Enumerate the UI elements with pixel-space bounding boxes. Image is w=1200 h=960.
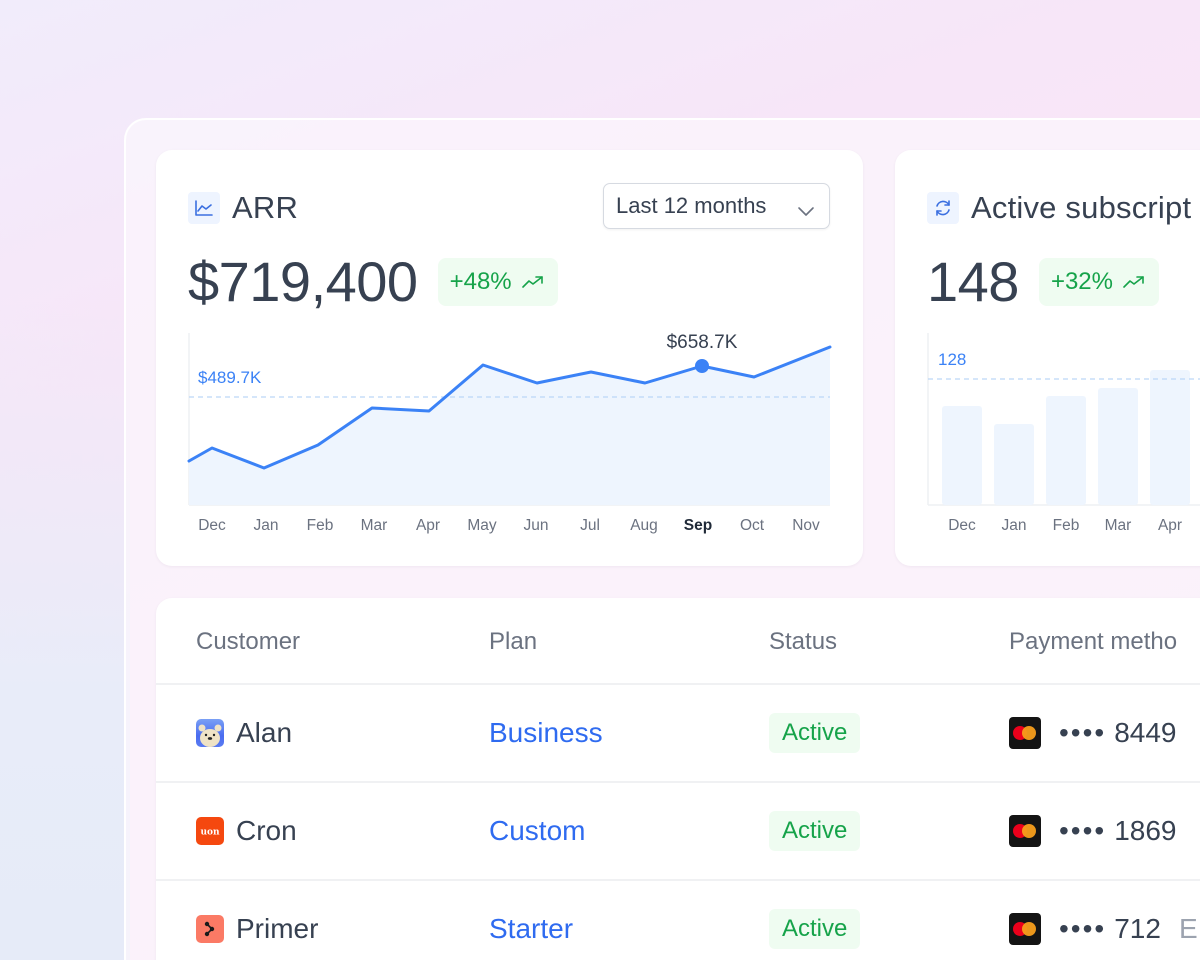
plan-link[interactable]: Business (489, 717, 603, 748)
customer-cell: Primer (196, 881, 318, 960)
trending-up-icon (521, 268, 544, 296)
mastercard-icon (1009, 913, 1041, 945)
payment-cell: •••• 8449 (1009, 685, 1177, 781)
x-label: Dec (198, 517, 226, 534)
bar (942, 406, 982, 505)
payment-cell: •••• 1869 (1009, 783, 1177, 879)
x-label: Jan (253, 517, 279, 534)
highlight-tooltip: $658.7K (666, 332, 738, 353)
x-label: Jan (1001, 517, 1027, 534)
payment-cell: •••• 712 E (1009, 881, 1198, 960)
x-label: Jun (523, 517, 549, 534)
column-header-customer[interactable]: Customer (196, 628, 301, 655)
x-label: Oct (739, 517, 765, 534)
arr-area-fill (189, 347, 830, 505)
plan-cell: Starter (489, 881, 573, 960)
table-header-row: Customer Plan Status Payment metho (156, 598, 1200, 685)
x-label: Aug (630, 517, 658, 534)
x-label: Feb (306, 517, 334, 534)
subscriptions-delta-badge: +32% (1038, 258, 1159, 306)
masked-card-dots: •••• (1059, 913, 1107, 944)
alan-bear-logo (196, 719, 224, 747)
subscriptions-value: 148 (927, 250, 1019, 313)
period-select-value: Last 12 months (616, 193, 767, 218)
table-row[interactable]: Primer Starter Active •••• 712 E (156, 881, 1200, 960)
bar (1098, 388, 1138, 505)
primer-logo (196, 915, 224, 943)
arr-title: ARR (232, 190, 299, 225)
x-label: Apr (1157, 517, 1183, 534)
subscriptions-bar-chart (927, 333, 1200, 506)
arr-delta-badge: +48% (437, 258, 558, 306)
bar (1150, 370, 1190, 505)
subscriptions-delta-label: +32% (1050, 268, 1113, 295)
status-badge: Active (769, 909, 861, 949)
trending-up-icon (1123, 268, 1145, 296)
subscriptions-x-axis: Dec Jan Feb Mar Apr (895, 517, 1200, 537)
subscriptions-card-header: Active subscript (927, 190, 1191, 226)
subscriptions-metric: 148 +32% (927, 250, 1159, 314)
x-label: Dec (948, 517, 976, 534)
column-header-payment-method[interactable]: Payment metho (1009, 628, 1178, 655)
reference-label: 128 (938, 350, 967, 369)
card-last4: 8449 (1114, 717, 1177, 748)
x-label: May (467, 517, 497, 534)
refresh-icon (927, 192, 959, 224)
line-chart-icon (188, 192, 220, 224)
x-label: Feb (1052, 517, 1080, 534)
x-label: Mar (1104, 517, 1132, 534)
plan-link[interactable]: Starter (489, 913, 574, 944)
x-label: Nov (792, 517, 820, 534)
x-label-active: Sep (683, 517, 713, 534)
x-label: Apr (415, 517, 441, 534)
status-cell: Active (769, 881, 861, 960)
customer-name: Cron (236, 815, 297, 846)
reference-label: $489.7K (198, 368, 262, 387)
subscriptions-title: Active subscript (971, 190, 1192, 225)
column-header-status[interactable]: Status (769, 628, 838, 655)
svg-text:uon: uon (200, 828, 220, 837)
customer-cell: Alan (196, 685, 292, 781)
arr-delta-label: +48% (449, 268, 512, 295)
status-cell: Active (769, 685, 861, 781)
chevron-down-icon (797, 198, 815, 224)
mastercard-icon (1009, 815, 1041, 847)
bar (994, 424, 1034, 505)
table-row[interactable]: Alan Business Active •••• 8449 (156, 685, 1200, 783)
card-last4: 712 (1114, 913, 1161, 944)
masked-card-dots: •••• (1059, 717, 1107, 748)
period-select[interactable]: Last 12 months (603, 183, 830, 229)
background-gradient (0, 300, 130, 960)
card-last4: 1869 (1114, 815, 1177, 846)
status-badge: Active (769, 713, 861, 753)
arr-card: ARR Last 12 months $719,400 +48% $489.7K… (156, 150, 863, 566)
masked-card-dots: •••• (1059, 815, 1107, 846)
status-badge: Active (769, 811, 861, 851)
card-expiry-truncated: E (1178, 913, 1198, 944)
customer-name: Alan (236, 717, 293, 748)
customers-table-card: Customer Plan Status Payment metho (156, 598, 1200, 960)
column-header-plan[interactable]: Plan (489, 628, 538, 655)
bar (1046, 396, 1086, 505)
arr-x-axis: Dec Jan Feb Mar Apr May Jun Jul Aug Sep … (156, 517, 863, 537)
plan-link[interactable]: Custom (489, 815, 586, 846)
cron-logo: uon (196, 817, 224, 845)
arr-line-chart (187, 333, 832, 506)
highlight-point (695, 359, 709, 373)
mastercard-icon (1009, 717, 1041, 749)
plan-cell: Business (489, 685, 603, 781)
subscriptions-card: Active subscript 148 +32% 128 Dec Jan Fe… (895, 150, 1200, 566)
x-label: Mar (360, 517, 388, 534)
arr-value: $719,400 (188, 250, 418, 313)
status-cell: Active (769, 783, 861, 879)
plan-cell: Custom (489, 783, 585, 879)
arr-metric: $719,400 +48% (188, 250, 558, 314)
customers-table: Customer Plan Status Payment metho (156, 598, 1200, 960)
table-row[interactable]: uon Cron Custom Active •••• 1869 (156, 783, 1200, 881)
customer-cell: uon Cron (196, 783, 297, 879)
customer-name: Primer (236, 913, 319, 944)
arr-card-header: ARR (188, 190, 298, 226)
x-label: Jul (580, 517, 600, 534)
